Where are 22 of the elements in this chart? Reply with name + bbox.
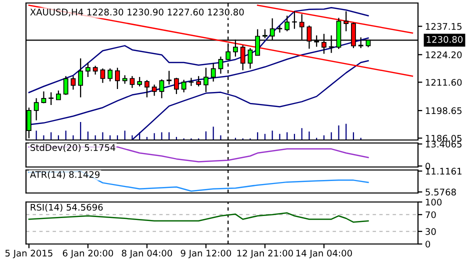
- chart-title: ATR(14) 8.1429: [30, 170, 100, 179]
- chart-title: RSI(14) 54.5696: [30, 204, 103, 212]
- y-tick-label: 5.5768: [426, 188, 456, 196]
- y-tick-label: 11.1161: [426, 168, 462, 175]
- chart-title: StdDev(20) 5.1754: [30, 144, 116, 152]
- y-tick-label: 30: [426, 228, 436, 235]
- x-tick-label: 9 Jan 12:00: [180, 250, 232, 258]
- ref-line-label: 1230.80: [426, 36, 463, 43]
- x-tick-label: 8 Jan 04:00: [122, 250, 172, 258]
- y-tick-label: 1237.15: [426, 23, 462, 30]
- y-tick-label: 1211.60: [426, 78, 462, 86]
- text: XAUUSD,H4 1228.30 1230.90 1227.60 1230.80: [30, 8, 244, 16]
- y-tick-label: 0: [426, 162, 430, 170]
- y-tick-label: 100: [426, 198, 442, 206]
- x-tick-label: 14 Jan 04:00: [296, 250, 352, 258]
- y-tick-label: 1198.65: [426, 107, 462, 114]
- y-tick-label: 0: [426, 240, 430, 248]
- x-tick-label: 5 Jan 2015: [5, 250, 52, 258]
- x-tick-label: 6 Jan 20:00: [62, 250, 114, 258]
- y-tick-label: 70: [426, 211, 436, 218]
- x-tick-label: 12 Jan 21:00: [237, 250, 293, 258]
- y-tick-label: 1224.20: [426, 51, 462, 58]
